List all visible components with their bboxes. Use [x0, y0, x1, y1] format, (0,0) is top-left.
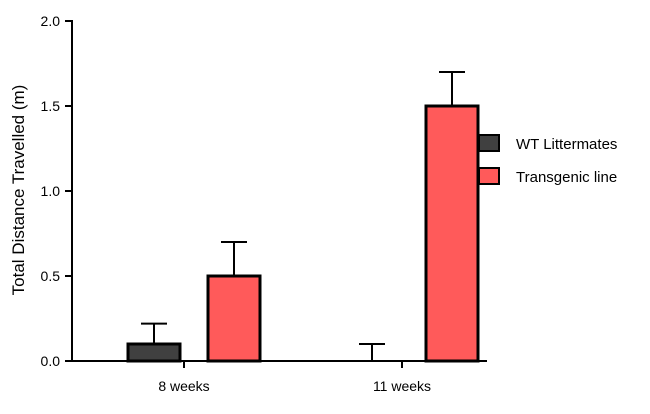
legend-swatch — [478, 167, 500, 185]
y-tick-label: 0.0 — [41, 353, 61, 369]
y-tick-label: 2.0 — [41, 13, 61, 29]
bar — [126, 342, 182, 363]
y-tick-label: 1.0 — [41, 183, 61, 199]
y-tick-label: 1.5 — [41, 98, 61, 114]
legend-label: Transgenic line — [516, 169, 617, 186]
bar — [424, 104, 480, 363]
bar — [206, 274, 262, 363]
x-tick-label: 8 weeks — [158, 378, 209, 394]
y-axis-title: Total Distance Travelled (m) — [9, 85, 28, 296]
y-tick-label: 0.5 — [41, 268, 61, 284]
legend-label: WT Littermates — [516, 136, 617, 153]
legend-swatch — [478, 134, 500, 152]
x-tick-label: 11 weeks — [373, 378, 431, 394]
